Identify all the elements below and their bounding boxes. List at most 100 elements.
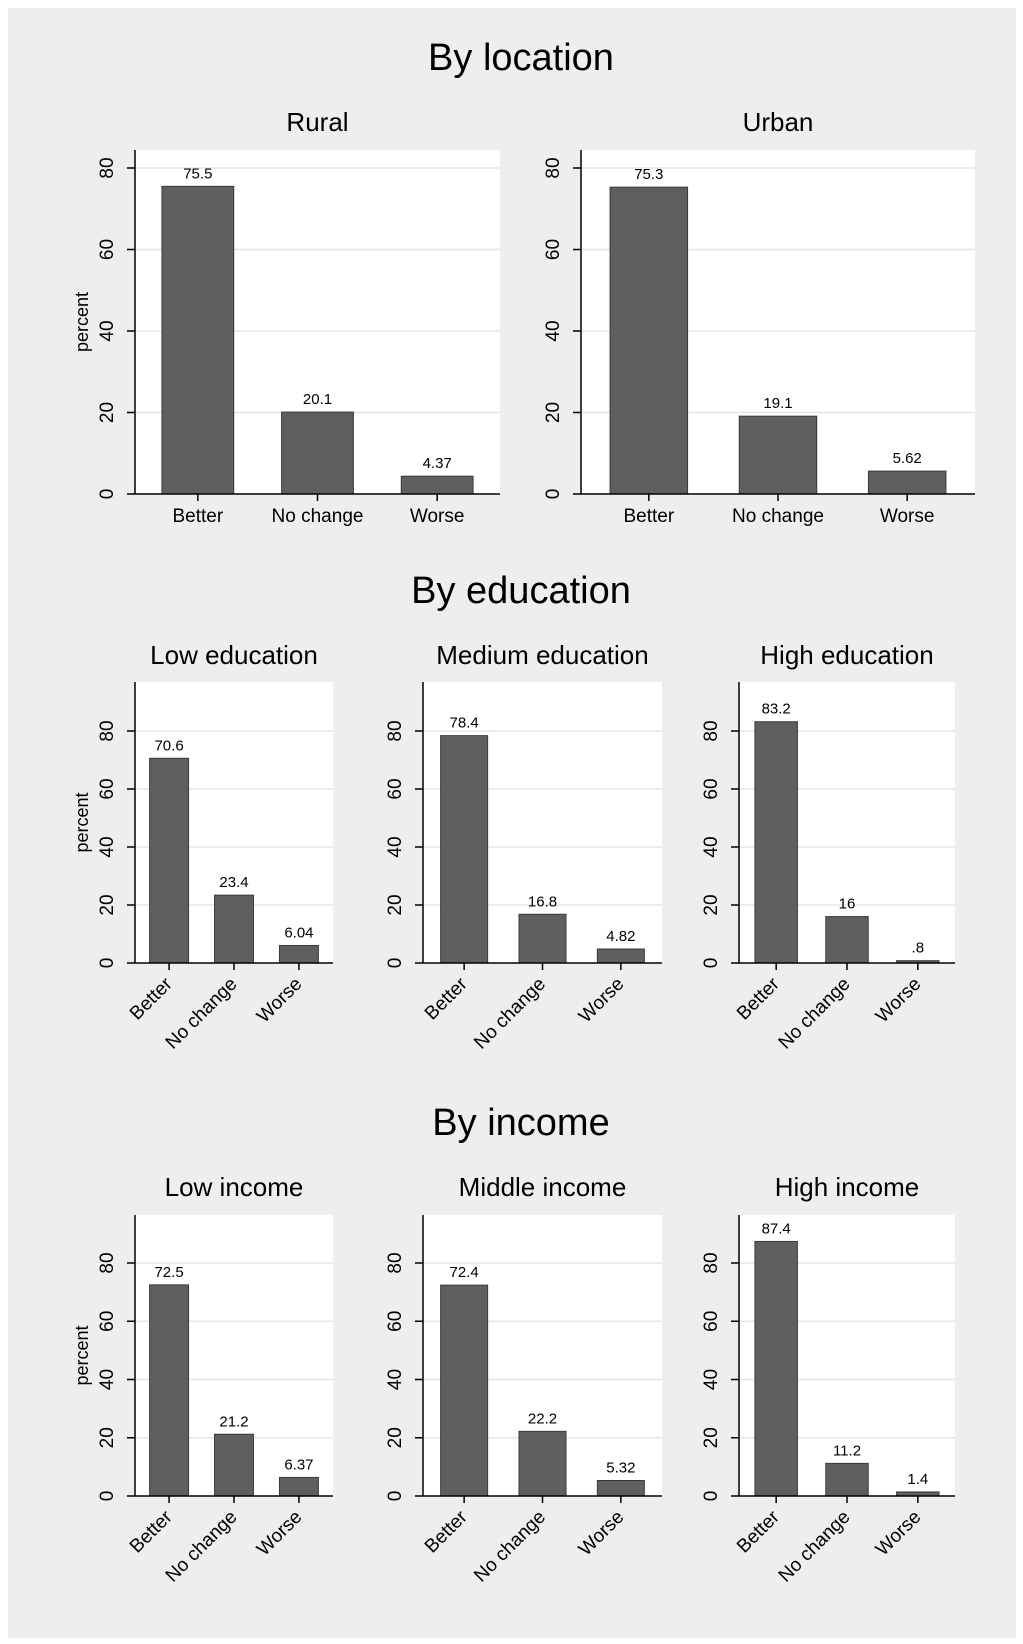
panel-title: Low education [150, 640, 318, 670]
panel-title: Low income [165, 1172, 304, 1202]
data-label: 4.82 [606, 928, 635, 945]
data-label: 83.2 [762, 701, 791, 718]
y-tick-label: 60 [701, 778, 722, 799]
y-tick-label: 40 [97, 320, 118, 341]
y-tick-label: 20 [97, 402, 118, 423]
group-title: By location [428, 37, 614, 79]
panel-title: Medium education [436, 640, 648, 670]
bar [596, 948, 645, 964]
y-tick-label: 60 [97, 778, 118, 799]
bar [214, 894, 254, 964]
y-tick-label: 20 [385, 894, 406, 915]
y-tick-label: 40 [701, 836, 722, 857]
panel: Low education020406080percent70.6Better2… [72, 640, 333, 1054]
bar [278, 1476, 319, 1497]
data-label: 5.62 [893, 450, 922, 467]
data-label: 6.37 [284, 1456, 313, 1473]
x-tick-label: Worse [880, 506, 935, 527]
data-label: 78.4 [450, 715, 479, 732]
y-tick-label: 60 [701, 1311, 722, 1332]
y-tick-label: 20 [543, 402, 564, 423]
y-tick-label: 60 [543, 239, 564, 260]
y-tick-label: 0 [97, 1491, 118, 1502]
bar [278, 944, 319, 964]
data-label: 1.4 [907, 1471, 928, 1488]
bar [609, 186, 689, 495]
y-tick-label: 80 [543, 157, 564, 178]
data-label: 19.1 [763, 395, 792, 412]
data-label: 23.4 [219, 874, 248, 891]
y-tick-label: 0 [385, 958, 406, 969]
y-tick-label: 20 [701, 894, 722, 915]
y-tick-label: 80 [385, 720, 406, 741]
y-tick-label: 20 [97, 894, 118, 915]
data-label: 87.4 [762, 1220, 791, 1237]
y-tick-label: 40 [543, 320, 564, 341]
bar [596, 1480, 645, 1497]
y-tick-label: 80 [701, 1252, 722, 1273]
y-tick-label: 40 [385, 1369, 406, 1390]
panel-title: High education [760, 640, 933, 670]
x-tick-label: No change [272, 506, 364, 527]
bar [400, 475, 474, 495]
data-label: 4.37 [423, 455, 452, 472]
bar [214, 1433, 254, 1497]
panel-title: High income [775, 1172, 920, 1202]
data-label: .8 [912, 940, 925, 957]
y-tick-label: 0 [97, 958, 118, 969]
y-tick-label: 60 [385, 778, 406, 799]
data-label: 75.5 [183, 165, 212, 182]
y-tick-label: 0 [97, 489, 118, 500]
bar [754, 1240, 798, 1497]
x-tick-label: Worse [410, 506, 465, 527]
y-tick-label: 80 [701, 720, 722, 741]
data-label: 6.04 [284, 924, 313, 941]
data-label: 72.4 [450, 1264, 479, 1281]
bar [440, 735, 489, 964]
panel-title: Middle income [459, 1172, 627, 1202]
bar [825, 916, 869, 964]
x-tick-label: Better [172, 506, 223, 527]
data-label: 16 [839, 896, 856, 913]
bar [161, 185, 235, 495]
bar [518, 1430, 567, 1497]
y-tick-label: 40 [97, 836, 118, 857]
y-tick-label: 60 [385, 1311, 406, 1332]
bar [754, 721, 798, 964]
y-tick-label: 20 [385, 1427, 406, 1448]
y-axis-label: percent [72, 1325, 92, 1385]
x-tick-label: Better [623, 506, 674, 527]
bar [867, 470, 947, 495]
y-tick-label: 80 [385, 1252, 406, 1273]
y-tick-label: 0 [543, 489, 564, 500]
bar [518, 913, 567, 964]
y-tick-label: 80 [97, 1252, 118, 1273]
data-label: 72.5 [154, 1264, 183, 1281]
data-label: 5.32 [606, 1460, 635, 1477]
y-tick-label: 80 [97, 720, 118, 741]
y-axis-label: percent [72, 792, 92, 852]
bar [825, 1462, 869, 1497]
y-axis-label: percent [72, 292, 92, 352]
bar [281, 411, 354, 495]
y-tick-label: 0 [701, 958, 722, 969]
data-label: 22.2 [528, 1410, 557, 1427]
y-tick-label: 60 [97, 239, 118, 260]
y-tick-label: 20 [701, 1427, 722, 1448]
panel-title: Urban [743, 107, 814, 137]
y-tick-label: 40 [385, 836, 406, 857]
y-tick-label: 0 [701, 1491, 722, 1502]
group-title: By education [411, 570, 631, 612]
y-tick-label: 0 [385, 1491, 406, 1502]
data-label: 21.2 [219, 1413, 248, 1430]
bar [149, 1284, 190, 1497]
y-tick-label: 80 [97, 157, 118, 178]
bar [149, 757, 190, 964]
y-tick-label: 60 [97, 1311, 118, 1332]
panel-title: Rural [286, 107, 348, 137]
data-label: 75.3 [634, 166, 663, 183]
bar [440, 1284, 489, 1497]
y-tick-label: 40 [701, 1369, 722, 1390]
